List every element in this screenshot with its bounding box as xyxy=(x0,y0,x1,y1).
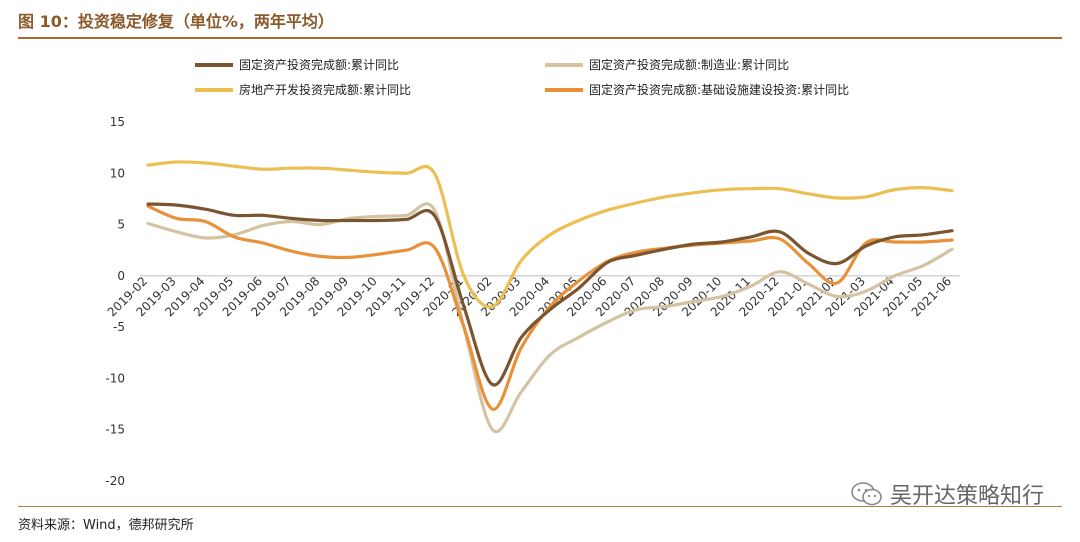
y-tick-label: 5 xyxy=(117,218,125,232)
source-note: 资料来源：Wind，德邦研究所 xyxy=(18,518,194,533)
y-tick-label: -15 xyxy=(105,423,125,437)
series-lines xyxy=(146,160,954,434)
legend-label: 固定资产投资完成额:制造业:累计同比 xyxy=(589,57,789,72)
y-tick-label: -10 xyxy=(105,371,125,385)
line-chart: 固定资产投资完成额:累计同比 固定资产投资完成额:制造业:累计同比房地产开发投资完… xyxy=(105,57,960,488)
footer-rule xyxy=(18,506,1062,507)
wechat-icon xyxy=(851,482,882,506)
watermark-text: 吴开达策略知行 xyxy=(889,484,1044,509)
legend-label: 固定资产投资完成额:累计同比 xyxy=(239,57,399,72)
chart-legend: 固定资产投资完成额:累计同比 固定资产投资完成额:制造业:累计同比房地产开发投资完… xyxy=(195,57,849,97)
series-line xyxy=(146,202,954,387)
series-line xyxy=(146,202,954,434)
y-tick-label: -5 xyxy=(113,320,125,334)
title-rule xyxy=(18,37,1062,39)
x-axis: 2019-022019-032019-042019-052019-062019-… xyxy=(105,274,960,319)
watermark: 吴开达策略知行 xyxy=(850,478,1044,510)
y-tick-label: 0 xyxy=(117,269,125,283)
legend-label: 固定资产投资完成额:基础设施建设投资:累计同比 xyxy=(589,82,849,97)
series-line xyxy=(146,160,954,309)
y-tick-label: 15 xyxy=(110,115,125,129)
legend-label: 房地产开发投资完成额:累计同比 xyxy=(239,82,411,97)
figure-title: 图 10：投资稳定修复（单位%，两年平均） xyxy=(18,12,334,31)
y-tick-label: -20 xyxy=(105,474,125,488)
y-axis: 15 10 5 0 -5 -10 -15 -20 xyxy=(105,115,125,488)
y-tick-label: 10 xyxy=(110,166,125,180)
